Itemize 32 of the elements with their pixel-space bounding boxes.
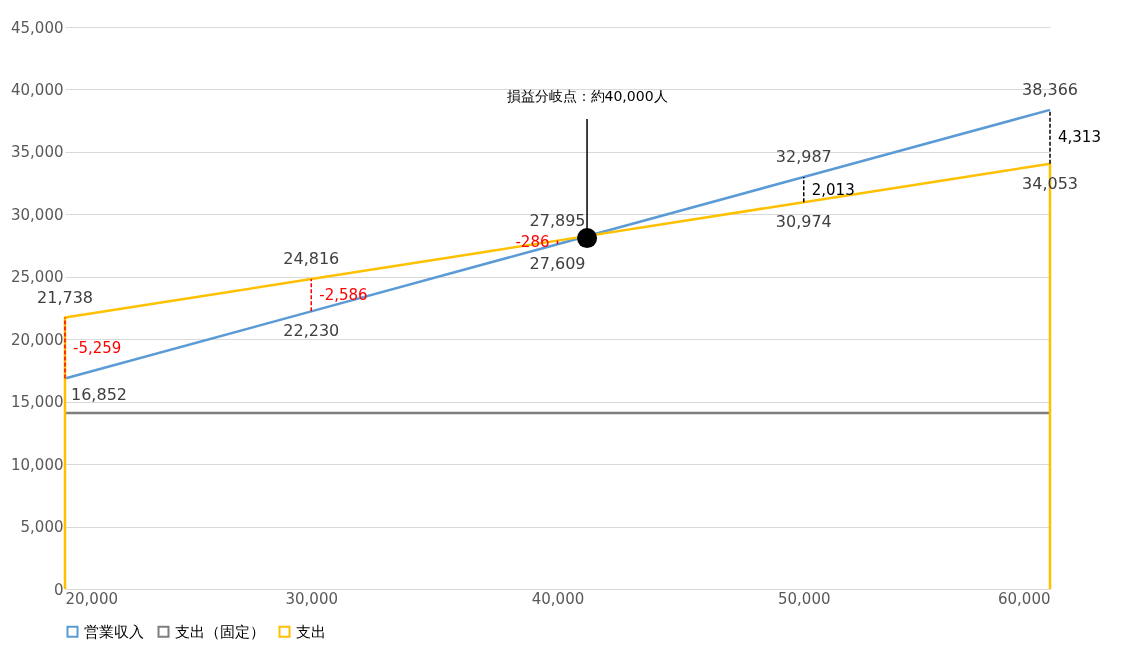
text: 4,313 [1058,127,1101,146]
x-tick-label: 60,000 [998,589,1051,608]
data-label: 27,895 [529,210,586,230]
y-tick-label: 45,000 [11,18,64,37]
x-tick-label: 40,000 [531,589,585,608]
x-tick-label: 30,000 [285,589,338,608]
data-label: 30,974 [775,212,832,232]
data-label: 27,609 [529,254,586,274]
annotation: -5,259 [73,339,122,358]
y-tick-label: 40,000 [11,80,64,99]
y-tick-label: 25,000 [11,268,64,287]
y-tick-label: 35,000 [11,143,64,162]
annotation: 2,013 [811,180,855,199]
legend-label: 支出 [296,622,326,641]
data-label: 16,852 [71,384,127,404]
data-label: 32,987 [775,147,832,167]
legend-label: 営業収入 [84,622,144,641]
annotation: -2,586 [319,286,368,305]
y-tick-label: 0 [53,580,64,599]
data-label: 38,366 [1022,79,1078,99]
x-tick-label: 20,000 [65,589,118,608]
y-tick-label: 20,000 [11,330,64,349]
y-tick-label: 10,000 [11,455,64,474]
data-label: 21,738 [37,287,93,307]
data-label: 24,816 [283,249,340,269]
y-tick-label: 5,000 [20,518,64,537]
annotation: 損益分岐点：約40,000人 [506,88,668,104]
data-label: 22,230 [283,321,340,341]
y-tick-label: 15,000 [11,393,64,412]
y-tick-label: 30,000 [11,205,64,224]
x-tick-label: 50,000 [778,589,831,608]
legend-label: 支出（固定） [175,622,265,641]
